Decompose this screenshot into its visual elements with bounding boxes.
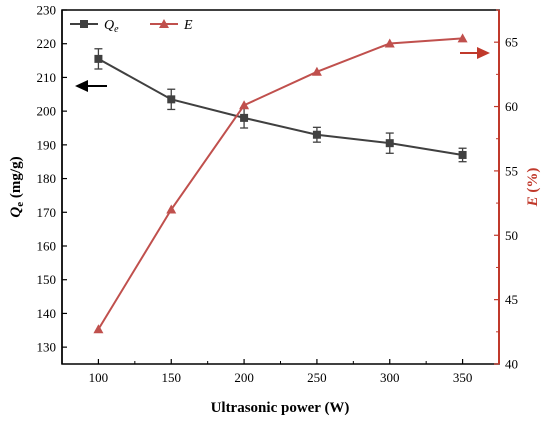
left-y-tick-label: 180 — [37, 171, 57, 186]
data-point — [240, 113, 249, 122]
series-layer — [93, 33, 468, 334]
x-axis: 100 150 200 250 300 350 — [89, 359, 473, 385]
data-point — [167, 95, 176, 104]
data-point — [94, 54, 103, 63]
data-point — [239, 100, 250, 110]
right-y-axis: 40 45 50 55 60 65 — [494, 9, 518, 372]
data-point — [93, 324, 104, 334]
right-y-tick-label: 45 — [505, 292, 518, 307]
legend-label-qe-sub: e — [114, 24, 119, 35]
series-e — [93, 33, 468, 334]
plot-area — [61, 9, 500, 365]
plot-frame — [61, 9, 500, 365]
right-y-tick-label: 65 — [505, 35, 518, 50]
x-tick-label: 100 — [89, 370, 109, 385]
legend-label-qe: Q — [104, 18, 114, 33]
series-line — [97, 37, 463, 330]
right-axis-title: E (%) — [525, 168, 541, 208]
left-y-tick-label: 150 — [37, 272, 57, 287]
legend: Qe E — [70, 18, 193, 35]
left-y-tick-label: 140 — [37, 306, 57, 321]
left-y-tick-label: 170 — [37, 205, 57, 220]
legend-item-e: E — [150, 18, 193, 33]
data-point — [457, 33, 468, 43]
data-point — [311, 66, 322, 76]
left-y-tick-label: 160 — [37, 239, 57, 254]
right-y-tick-label: 60 — [505, 99, 518, 114]
data-point — [385, 139, 394, 148]
left-axis-title-main: Q — [8, 207, 24, 218]
left-y-tick-label: 130 — [37, 340, 57, 355]
data-point — [458, 150, 467, 159]
left-y-tick-label: 200 — [37, 104, 57, 119]
right-axis-title-main: E — [525, 196, 541, 207]
legend-label-e: E — [183, 18, 193, 33]
right-axis-arrow — [460, 47, 490, 59]
x-tick-label: 350 — [453, 370, 473, 385]
x-axis-title: Ultrasonic power (W) — [211, 400, 350, 416]
right-y-tick-label: 50 — [505, 228, 518, 243]
x-tick-label: 300 — [380, 370, 400, 385]
x-tick-label: 200 — [234, 370, 254, 385]
data-point — [312, 130, 321, 139]
data-point — [166, 204, 177, 214]
right-axis-title-unit: (%) — [525, 168, 541, 197]
x-tick-label: 250 — [307, 370, 327, 385]
left-axis-arrow — [75, 80, 107, 92]
left-y-axis: 130 140 150 160 170 180 190 200 210 220 230 — [37, 3, 67, 355]
series-line — [97, 58, 463, 156]
left-y-tick-label: 230 — [37, 3, 57, 18]
right-y-tick-label: 40 — [505, 357, 518, 372]
left-y-tick-label: 190 — [37, 137, 57, 152]
legend-item-qe: Qe — [70, 18, 119, 35]
left-y-tick-label: 220 — [37, 36, 57, 51]
right-y-tick-label: 55 — [505, 163, 518, 178]
left-axis-title-unit: (mg/g) — [8, 156, 24, 201]
left-y-tick-label: 210 — [37, 70, 57, 85]
data-point — [384, 38, 395, 48]
left-axis-title: Qe (mg/g) — [8, 156, 26, 217]
x-tick-label: 150 — [162, 370, 182, 385]
left-axis-title-sub: e — [14, 202, 26, 207]
svg-text:Qe: Qe — [104, 18, 119, 35]
series-qe — [94, 48, 467, 163]
